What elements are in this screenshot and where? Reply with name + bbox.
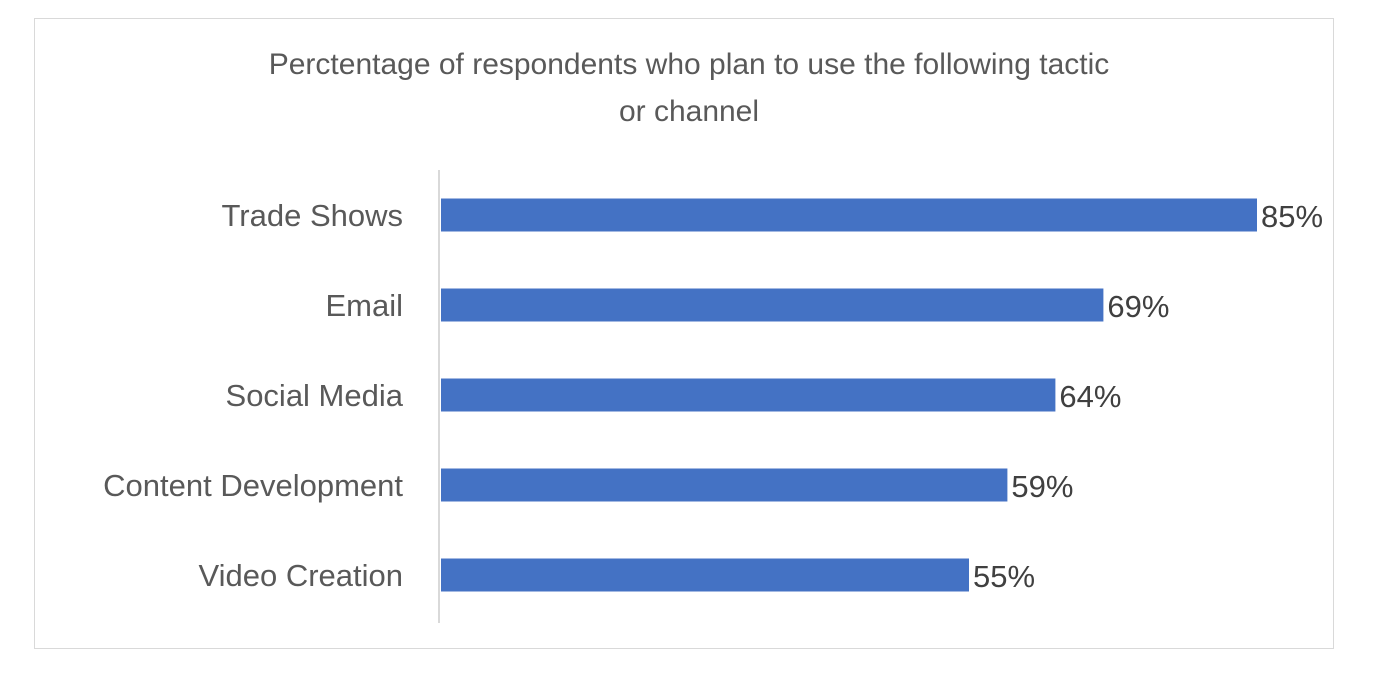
category-label: Social Media — [226, 378, 404, 413]
category-label: Video Creation — [198, 558, 403, 593]
chart-title-line-2: or channel — [618, 95, 760, 128]
value-label: 64% — [1059, 379, 1121, 414]
category-label: Email — [325, 288, 403, 323]
bar-1 — [441, 288, 1104, 322]
bar-3 — [441, 468, 1008, 502]
category-label: Trade Shows — [222, 198, 404, 233]
value-label: 85% — [1261, 199, 1323, 234]
chart-title-line-1: Perctentage of respondents who plan to u… — [268, 48, 1110, 81]
value-label: 55% — [973, 559, 1035, 594]
value-label: 69% — [1107, 289, 1169, 324]
bar-2 — [441, 378, 1056, 412]
chart-frame — [34, 18, 1334, 649]
value-label: 59% — [1011, 469, 1073, 504]
category-label: Content Development — [103, 468, 403, 503]
bar-0 — [441, 198, 1257, 232]
bar-4 — [441, 558, 969, 592]
